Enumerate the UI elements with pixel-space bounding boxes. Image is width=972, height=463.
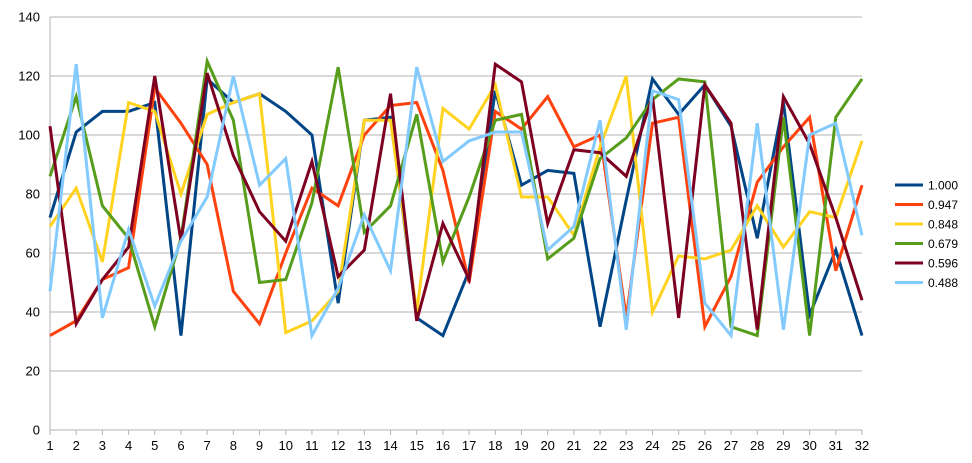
x-tick-label: 19 [514, 438, 528, 453]
y-tick-label: 80 [26, 187, 40, 202]
gridlines [50, 16, 862, 431]
x-tick-label: 3 [99, 438, 106, 453]
x-tick-label: 4 [125, 438, 132, 453]
x-tick-label: 12 [331, 438, 345, 453]
x-tick-label: 13 [357, 438, 371, 453]
legend-label: 0.488 [928, 276, 958, 290]
x-tick-label: 14 [383, 438, 397, 453]
x-tick-label: 8 [230, 438, 237, 453]
x-tick-label: 6 [177, 438, 184, 453]
x-tick-label: 31 [829, 438, 843, 453]
y-tick-label: 100 [18, 128, 40, 143]
y-tick-label: 120 [18, 69, 40, 84]
legend-label: 0.947 [928, 198, 958, 212]
legend-label: 1.000 [928, 179, 958, 193]
legend-label: 0.848 [928, 218, 958, 232]
x-tick-label: 26 [698, 438, 712, 453]
series-line-2 [48, 75, 864, 335]
x-tick-label: 10 [279, 438, 293, 453]
x-tick-label: 1 [46, 438, 53, 453]
x-tick-label: 32 [855, 438, 869, 453]
series-line-4 [48, 61, 864, 330]
x-tick-label: 5 [151, 438, 158, 453]
x-tick-label: 30 [802, 438, 816, 453]
x-tick-label: 24 [645, 438, 659, 453]
y-tick-label: 40 [26, 305, 40, 320]
x-tick-label: 28 [750, 438, 764, 453]
x-tick-label: 9 [256, 438, 263, 453]
y-tick-label: 60 [26, 246, 40, 261]
series-line-5 [48, 64, 864, 341]
x-tick-label: 20 [540, 438, 554, 453]
legend: 1.000 0.947 0.848 0.679 0.596 0.488 [895, 179, 958, 290]
y-tick-label: 20 [26, 364, 40, 379]
legend-label: 0.596 [928, 257, 958, 271]
x-tick-label: 11 [305, 438, 319, 453]
series-line-1 [49, 83, 864, 337]
x-tick-label: 7 [204, 438, 211, 453]
x-tick-label: 17 [462, 438, 476, 453]
x-tick-label: 22 [593, 438, 607, 453]
y-tick-label: 0 [33, 423, 40, 438]
x-tick-label: 15 [409, 438, 423, 453]
x-tick-label: 21 [567, 438, 581, 453]
x-tick-label: 16 [436, 438, 450, 453]
x-tick-label: 23 [619, 438, 633, 453]
series-lines [48, 55, 864, 341]
x-tick-label: 29 [776, 438, 790, 453]
x-tick-label: 18 [488, 438, 502, 453]
y-tick-label: 140 [18, 10, 40, 25]
legend-label: 0.679 [928, 237, 958, 251]
x-tick-label: 2 [73, 438, 80, 453]
x-tick-label: 27 [724, 438, 738, 453]
x-tick-label: 25 [671, 438, 685, 453]
